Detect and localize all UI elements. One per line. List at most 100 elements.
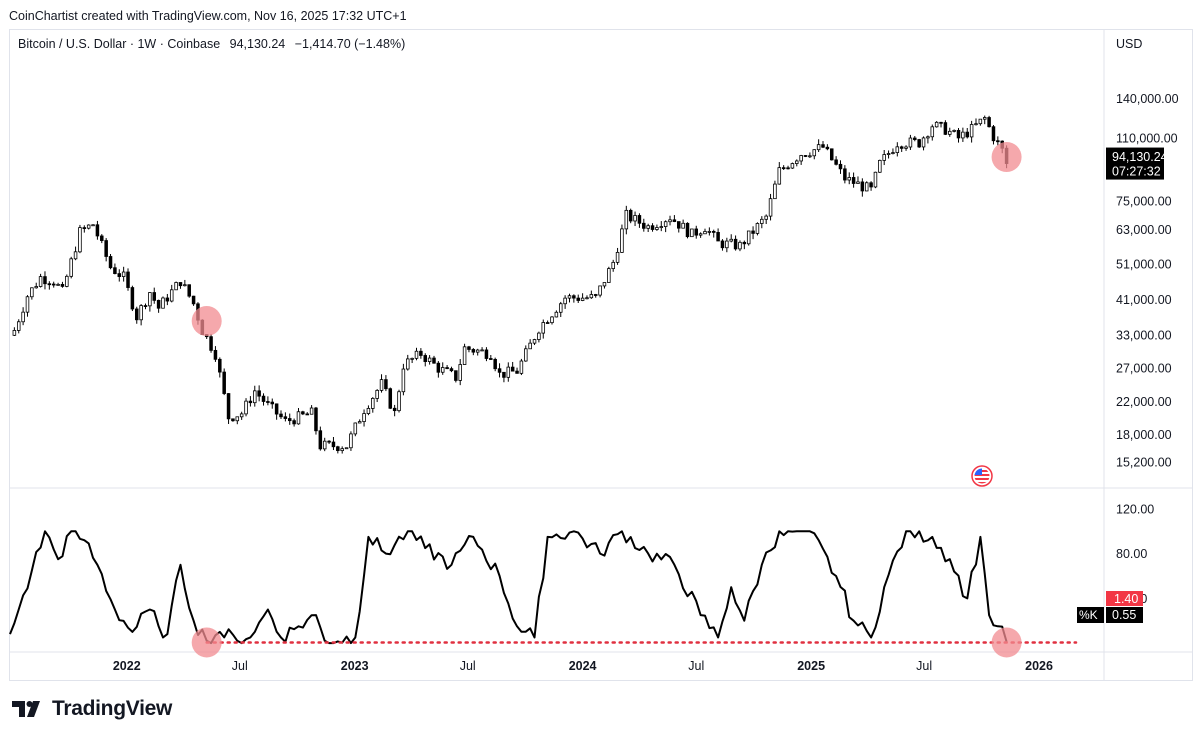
price-candle [545, 320, 550, 324]
price-candle [388, 387, 393, 410]
price-candle [489, 354, 493, 360]
price-candle [611, 259, 615, 272]
price-candle [589, 290, 594, 299]
price-candle [432, 355, 436, 364]
price-candle [567, 293, 572, 303]
price-candle [917, 138, 921, 148]
currency-label[interactable]: USD [1116, 37, 1143, 51]
price-candle [773, 180, 777, 200]
price-candle [816, 139, 821, 153]
price-candle [716, 228, 720, 242]
tradingview-brand: TradingView [52, 697, 173, 720]
price-candle [659, 221, 664, 232]
price-candle [864, 181, 869, 192]
price-candle [449, 366, 454, 373]
price-candle [213, 346, 218, 362]
tradingview-logo[interactable]: TradingView [12, 697, 172, 721]
price-candle [563, 295, 567, 309]
price-candle [462, 343, 467, 365]
price-axis-tick: 33,000.00 [1116, 329, 1172, 343]
price-candle [908, 134, 913, 150]
price-candle [554, 310, 559, 318]
price-candle [16, 319, 21, 334]
price-candle [882, 150, 886, 166]
price-candle [510, 361, 515, 372]
price-candle [532, 338, 537, 346]
price-candle [956, 128, 961, 143]
price-candle [497, 363, 502, 378]
price-candle [943, 120, 948, 136]
price-candle [108, 253, 113, 270]
price-candle [681, 219, 685, 229]
chart-attribution: CoinChartist created with TradingView.co… [9, 9, 407, 23]
price-candle [467, 345, 471, 353]
price-candle [996, 136, 1000, 146]
price-candle [471, 348, 476, 356]
price-candle [795, 159, 799, 167]
price-candle [169, 284, 174, 303]
price-candle [239, 411, 244, 420]
price-candle [506, 362, 511, 382]
close-price: 94,130.24 [229, 37, 286, 51]
price-candle [628, 208, 633, 224]
price-candle [738, 240, 742, 252]
price-candle [292, 418, 296, 427]
price-candle [257, 385, 261, 402]
stoch-k-label: %K [1079, 608, 1098, 622]
highlight-circle-stoch-2025 [991, 627, 1022, 658]
price-candle [440, 362, 445, 375]
bar-countdown: 07:27:32 [1112, 165, 1161, 179]
price-candle [572, 294, 576, 303]
price-candle [965, 128, 970, 139]
price-candle [930, 124, 935, 141]
price-candle [484, 347, 489, 362]
price-candle [47, 281, 52, 290]
price-candle [607, 266, 611, 283]
price-candle [502, 371, 506, 383]
price-candle [226, 393, 231, 424]
price-candle [305, 412, 309, 416]
price-candle [30, 287, 34, 300]
us-flag-icon[interactable] [971, 465, 993, 487]
price-candle [541, 319, 546, 339]
price-candle [121, 266, 126, 282]
price-candle [248, 396, 253, 407]
price-candle [161, 296, 165, 309]
price-candle [558, 301, 563, 318]
price-axis-tick: 51,000.00 [1116, 257, 1172, 271]
price-candle [764, 214, 768, 225]
price-candle [38, 273, 43, 288]
price-candle [751, 226, 755, 240]
price-candle [685, 222, 690, 239]
price-candle [25, 295, 30, 317]
stoch-red-value: 1.40 [1114, 592, 1138, 606]
price-candle [576, 294, 580, 304]
price-candle [475, 348, 480, 356]
price-candle [279, 410, 283, 420]
price-candle [104, 238, 108, 262]
price-candle [725, 237, 729, 253]
price-candle [414, 347, 419, 361]
price-axis-tick: 27,000.00 [1116, 362, 1172, 376]
price-candle [663, 220, 668, 233]
time-axis-tick: 2022 [113, 659, 141, 673]
price-candle [821, 141, 825, 149]
symbol-legend[interactable]: Bitcoin / U.S. Dollar · 1W · Coinbase 94… [18, 37, 411, 51]
price-candle [948, 127, 952, 137]
price-candle [690, 228, 694, 238]
price-candle [528, 339, 532, 350]
price-candle [873, 171, 878, 189]
price-candle [825, 144, 830, 151]
price-axis-tick: 63,000.00 [1116, 223, 1172, 237]
price-axis-tick: 140,000.00 [1116, 92, 1179, 106]
price-candle [82, 225, 87, 233]
price-candle [148, 292, 152, 312]
price-candle [729, 234, 733, 243]
price-candle [318, 426, 323, 451]
time-axis-tick: 2026 [1025, 659, 1053, 673]
price-candle [73, 246, 78, 261]
price-candle [838, 160, 843, 174]
price-candle [694, 225, 699, 239]
